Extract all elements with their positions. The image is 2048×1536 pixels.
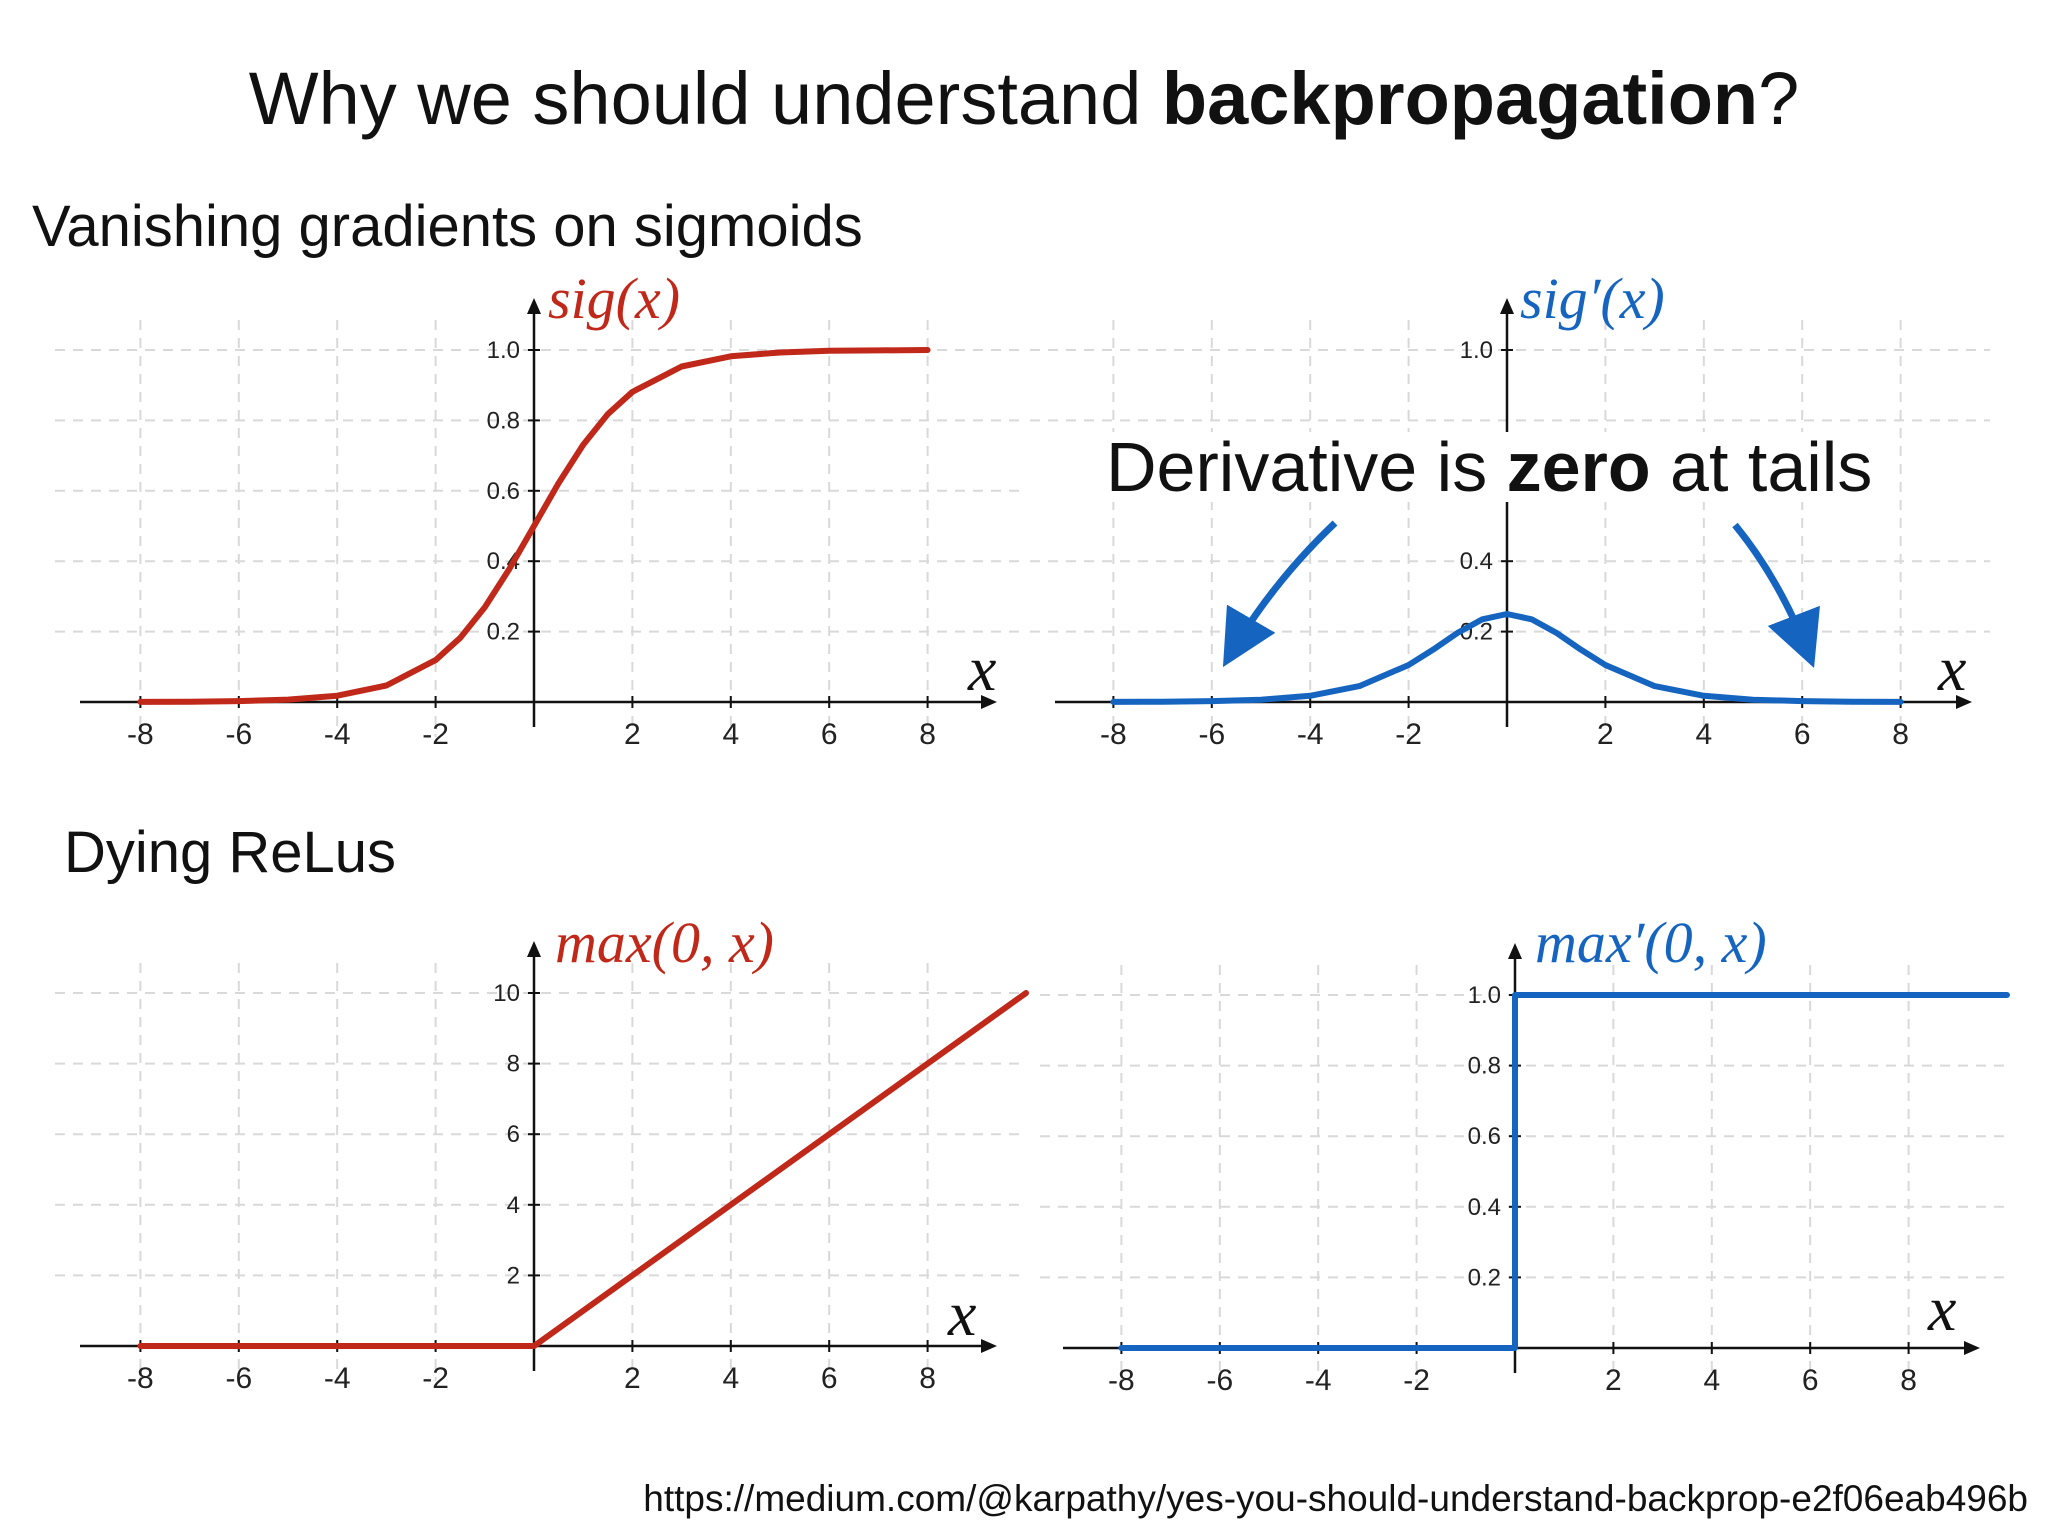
source-url: https://medium.com/@karpathy/yes-you-sho… [643, 1478, 2028, 1519]
x-tick-label: 8 [919, 718, 936, 751]
y-tick-label: 0.4 [1468, 1194, 1501, 1221]
x-tick-label: -8 [1108, 1364, 1135, 1397]
x-axis-label: x [967, 633, 996, 704]
x-tick-label: -2 [1395, 718, 1422, 751]
x-tick-label: 2 [624, 1362, 641, 1395]
x-tick-label: 2 [1605, 1364, 1622, 1397]
title-bold-text: backpropagation [1161, 57, 1759, 140]
x-tick-label: -4 [324, 718, 351, 751]
x-axis-arrowhead [1956, 695, 1972, 709]
y-tick-label: 0.4 [1460, 548, 1493, 575]
x-tick-label: 8 [1892, 718, 1909, 751]
y-axis-arrowhead [1508, 943, 1522, 959]
x-axis-arrowhead [981, 695, 997, 709]
series-line [137, 990, 1029, 1349]
x-tick-label: -4 [1297, 718, 1324, 751]
y-tick-label: 1.0 [487, 337, 520, 364]
x-tick-label: -2 [422, 1362, 449, 1395]
y-tick-label: 0.6 [1468, 1123, 1501, 1150]
y-axis-arrowhead [1500, 298, 1514, 314]
series-line [1118, 992, 2010, 1351]
x-tick-label: 4 [722, 1362, 739, 1395]
y-tick-label: 1.0 [1468, 982, 1501, 1009]
callout-arrow-left [1222, 520, 1338, 668]
x-axis-arrowhead [981, 1339, 997, 1353]
y-tick-label: 0.8 [1468, 1053, 1501, 1080]
x-tick-label: 2 [1597, 718, 1614, 751]
x-axis-label: x [1937, 633, 1966, 704]
x-tick-label: 8 [919, 1362, 936, 1395]
callout-arrow-right [1732, 522, 1820, 669]
x-tick-label: -4 [1305, 1364, 1332, 1397]
x-tick-label: -2 [1403, 1364, 1430, 1397]
x-tick-label: 2 [624, 718, 641, 751]
x-axis-arrowhead [1964, 1341, 1980, 1355]
x-tick-label: 4 [1703, 1364, 1720, 1397]
x-tick-label: -6 [225, 1362, 252, 1395]
title-text: Why we should understand [248, 57, 1162, 140]
x-tick-label: -6 [1206, 1364, 1233, 1397]
x-tick-label: -8 [127, 1362, 154, 1395]
y-tick-label: 4 [507, 1192, 520, 1219]
x-tick-label: 6 [821, 1362, 838, 1395]
series-line [1110, 611, 1904, 705]
function-title: sig(x) [548, 266, 680, 331]
x-tick-label: -8 [1100, 718, 1127, 751]
series-line [137, 347, 931, 705]
section-heading-relu: Dying ReLus [64, 820, 397, 885]
callout-suffix: at tails [1650, 428, 1873, 506]
function-title: max(0, x) [555, 910, 774, 975]
y-tick-label: 2 [507, 1262, 520, 1289]
x-axis-label: x [947, 1278, 976, 1349]
y-tick-label: 0.6 [487, 478, 520, 505]
y-axis-arrowhead [527, 298, 541, 314]
section-heading-sigmoid: Vanishing gradients on sigmoids [32, 194, 863, 259]
callout-text: Derivative is [1106, 428, 1507, 506]
callout-derivative-zero: Derivative is zero at tails [1100, 432, 1879, 502]
x-tick-label: -6 [225, 718, 252, 751]
y-tick-label: 0.8 [487, 407, 520, 434]
x-tick-label: 8 [1900, 1364, 1917, 1397]
callout-bold-text: zero [1506, 428, 1651, 506]
x-tick-label: 6 [1794, 718, 1811, 751]
y-tick-label: 1.0 [1460, 337, 1493, 364]
y-tick-label: 0.2 [1468, 1264, 1501, 1291]
y-tick-label: 0.2 [487, 619, 520, 646]
y-tick-label: 10 [493, 980, 520, 1007]
y-tick-label: 6 [507, 1121, 520, 1148]
y-tick-label: 8 [507, 1051, 520, 1078]
x-axis-label: x [1927, 1273, 1956, 1344]
function-title: max′(0, x) [1535, 910, 1767, 975]
title-suffix: ? [1758, 57, 1800, 140]
function-title: sig′(x) [1520, 266, 1665, 331]
y-axis-arrowhead [527, 941, 541, 957]
x-tick-label: -8 [127, 718, 154, 751]
x-tick-label: 4 [1695, 718, 1712, 751]
x-tick-label: 4 [722, 718, 739, 751]
slide-title: Why we should understand backpropagation… [0, 62, 2048, 136]
x-tick-label: -2 [422, 718, 449, 751]
x-tick-label: -4 [324, 1362, 351, 1395]
x-tick-label: 6 [1802, 1364, 1819, 1397]
x-tick-label: -6 [1198, 718, 1225, 751]
x-tick-label: 6 [821, 718, 838, 751]
